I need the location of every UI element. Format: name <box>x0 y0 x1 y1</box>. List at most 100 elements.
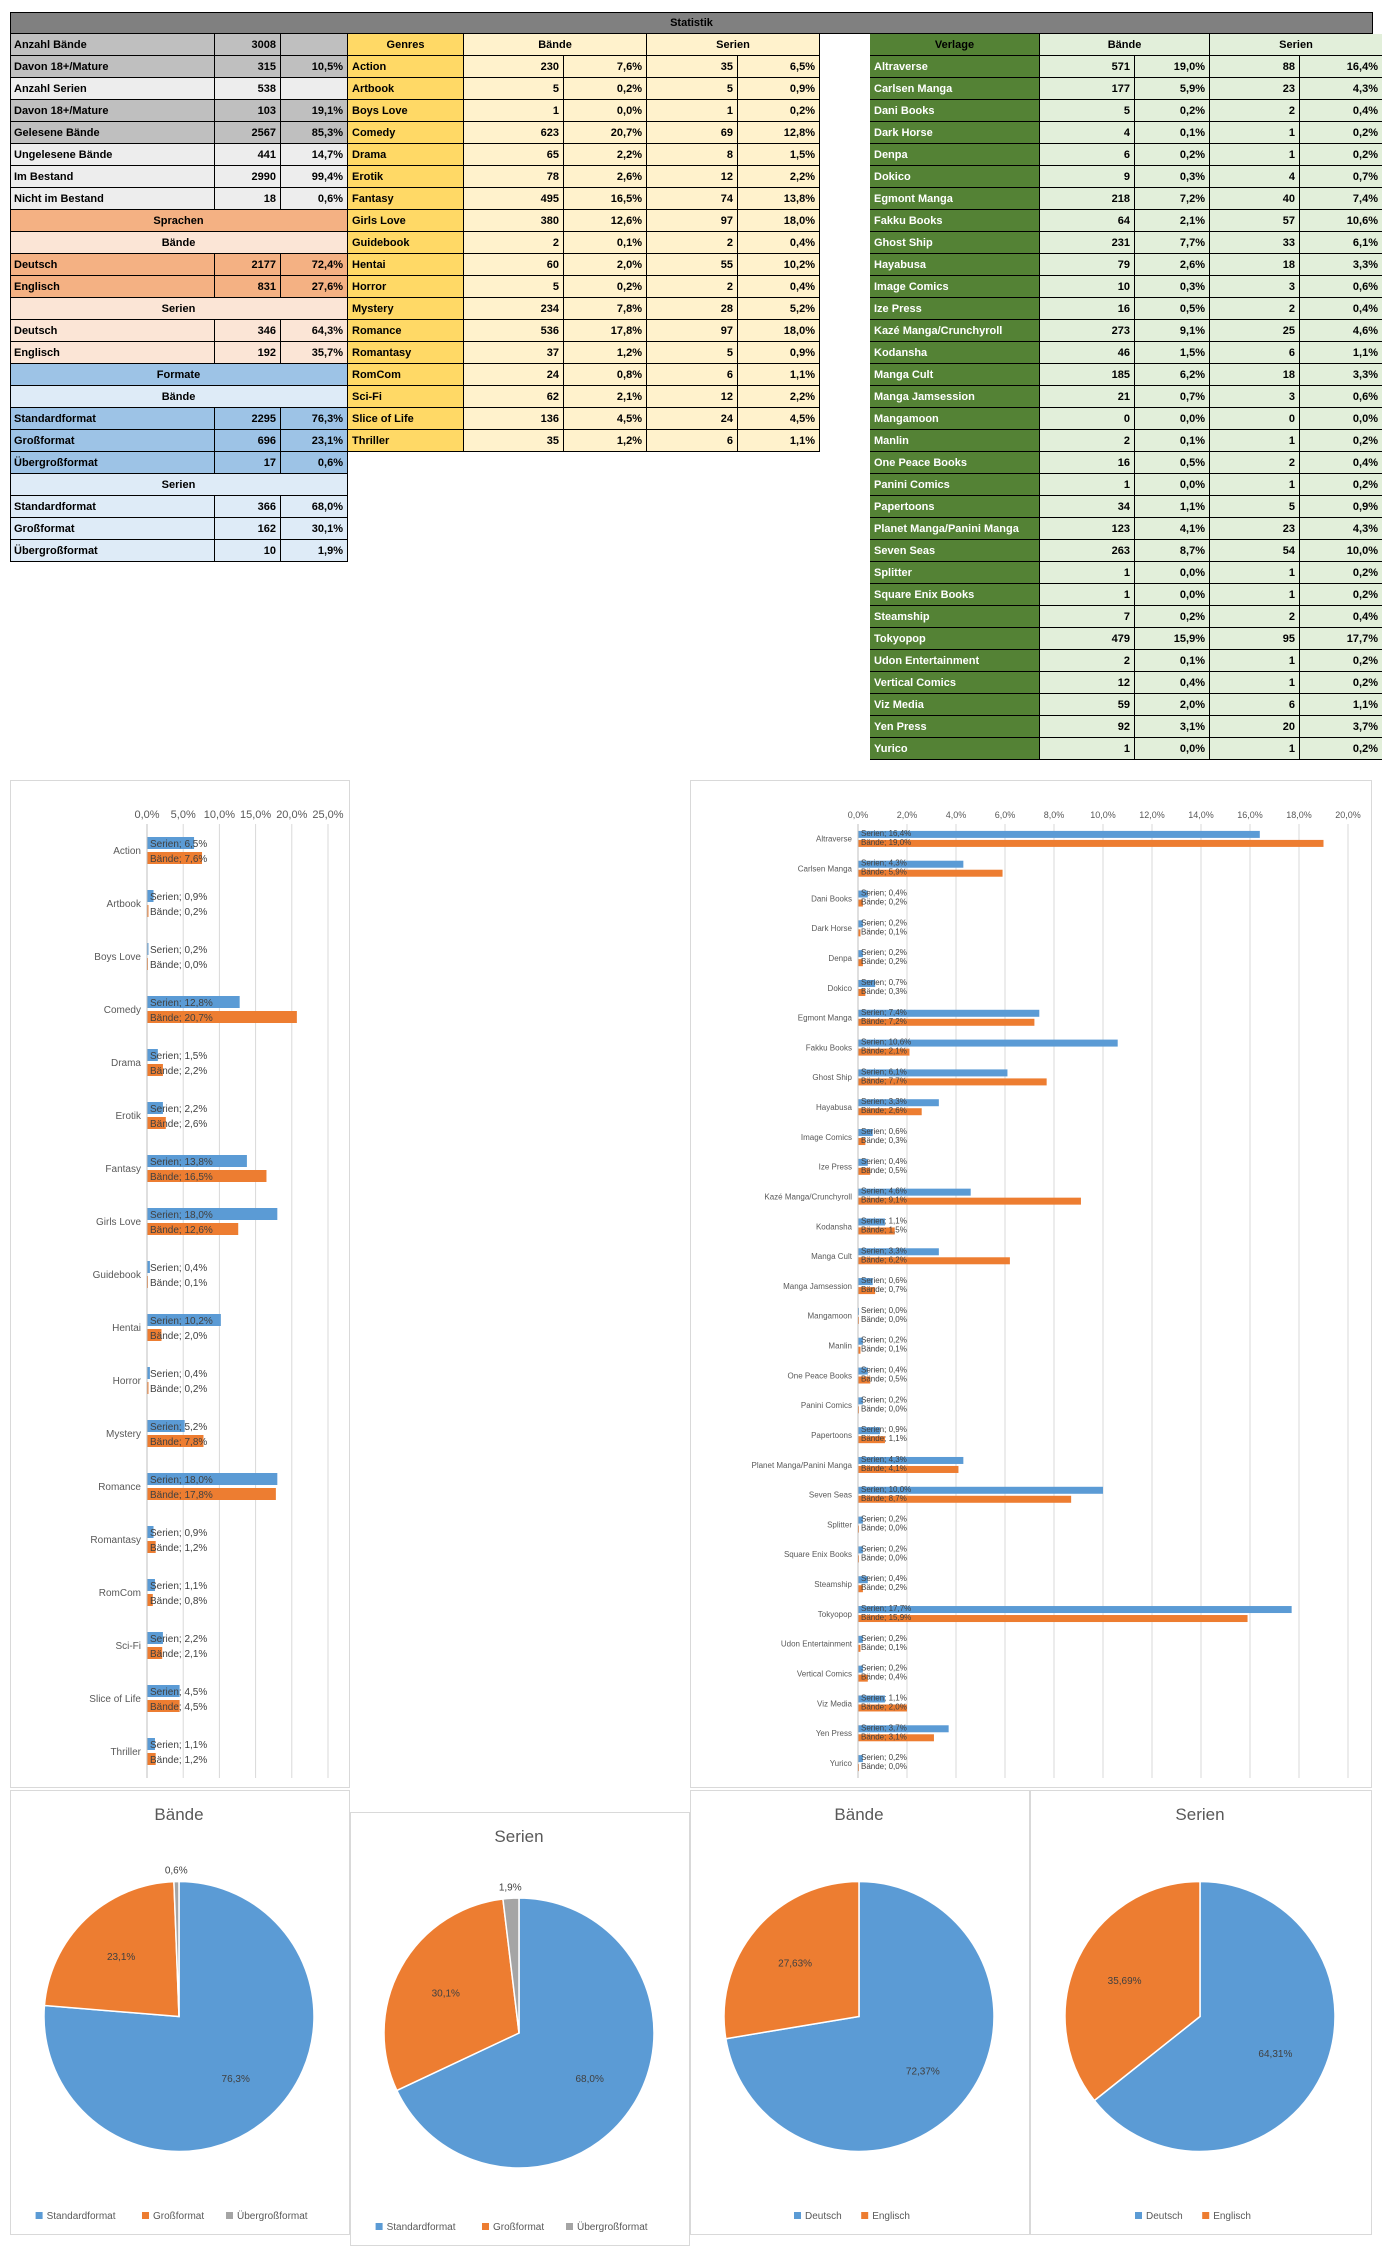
publisher-row-volumes-percent: 7,2% <box>1135 188 1210 210</box>
genre-row-volumes: 380 <box>464 210 564 232</box>
stat-row-value: 2990 <box>215 166 281 188</box>
category-label: Horror <box>113 1376 142 1387</box>
serien-bar <box>858 1129 873 1137</box>
genre-row-series: 2 <box>647 276 738 298</box>
baende-data-label: Bände; 7,8% <box>150 1437 207 1448</box>
pie-data-label: 64,31% <box>1258 2049 1292 2060</box>
genre-row-name: Thriller <box>348 430 464 452</box>
genre-row-volumes-percent: 16,5% <box>564 188 647 210</box>
genre-row-name: Boys Love <box>348 100 464 122</box>
genre-row-volumes: 230 <box>464 56 564 78</box>
publisher-row-series-percent: 1,1% <box>1300 694 1382 716</box>
publisher-row-volumes: 92 <box>1040 716 1135 738</box>
baende-bar <box>858 1197 1081 1205</box>
publisher-row-volumes-percent: 0,2% <box>1135 100 1210 122</box>
publisher-row-volumes-percent: 1,1% <box>1135 496 1210 518</box>
stat-row-percent: 99,4% <box>281 166 348 188</box>
publisher-row-series-percent: 0,4% <box>1300 298 1382 320</box>
serien-data-label: Serien; 4,3% <box>861 1455 907 1464</box>
serien-bar <box>147 1632 163 1644</box>
genre-row-series-percent: 18,0% <box>738 210 820 232</box>
publisher-row-series-percent: 4,6% <box>1300 320 1382 342</box>
serien-data-label: Serien; 3,3% <box>861 1246 907 1255</box>
genre-row-name: RomCom <box>348 364 464 386</box>
publisher-row-name: Seven Seas <box>870 540 1040 562</box>
publisher-row-series-percent: 0,2% <box>1300 144 1382 166</box>
category-label: One Peace Books <box>788 1371 852 1380</box>
publisher-row-volumes: 2 <box>1040 650 1135 672</box>
serien-bar <box>147 1738 155 1750</box>
genre-row-series-percent: 2,2% <box>738 166 820 188</box>
publisher-row-name: Dokico <box>870 166 1040 188</box>
publisher-row-series-percent: 0,4% <box>1300 100 1382 122</box>
language-volumes-row-value: 831 <box>215 276 281 298</box>
publisher-row-volumes: 231 <box>1040 232 1135 254</box>
genre-row-volumes: 5 <box>464 276 564 298</box>
publisher-row-series-percent: 0,2% <box>1300 584 1382 606</box>
publisher-row-series: 25 <box>1210 320 1300 342</box>
genre-row-series-percent: 12,8% <box>738 122 820 144</box>
serien-data-label: Serien; 0,4% <box>861 1157 907 1166</box>
pie-data-label: 35,69% <box>1108 1976 1142 1987</box>
pie-data-label: 30,1% <box>432 1988 460 1999</box>
baende-data-label: Bände; 4,5% <box>150 1702 207 1713</box>
publisher-row-volumes-percent: 8,7% <box>1135 540 1210 562</box>
serien-data-label: Serien; 4,3% <box>861 859 907 868</box>
stat-row-value: 18 <box>215 188 281 210</box>
publisher-row-series-percent: 0,2% <box>1300 122 1382 144</box>
publisher-row-volumes-percent: 4,1% <box>1135 518 1210 540</box>
category-label: Comedy <box>104 1005 141 1016</box>
pie-data-label: 72,37% <box>906 2067 940 2078</box>
formats-series-header: Serien <box>10 474 348 496</box>
baende-data-label: Bände; 0,4% <box>861 1673 907 1682</box>
baende-data-label: Bände; 9,1% <box>861 1196 907 1205</box>
category-label: Artbook <box>107 899 142 910</box>
publisher-row-series: 54 <box>1210 540 1300 562</box>
serien-bar <box>147 1473 278 1485</box>
pie-data-label: 68,0% <box>575 2074 603 2085</box>
publisher-row-series-percent: 0,7% <box>1300 166 1382 188</box>
genre-row-series: 55 <box>647 254 738 276</box>
genre-row-volumes-percent: 0,8% <box>564 364 647 386</box>
stat-row-percent: 10,5% <box>281 56 348 78</box>
serien-bar <box>858 890 868 898</box>
serien-bar <box>147 1526 154 1538</box>
serien-bar <box>858 920 863 928</box>
publisher-row-volumes-percent: 7,7% <box>1135 232 1210 254</box>
category-label: Kodansha <box>816 1222 853 1231</box>
baende-data-label: Bände; 1,5% <box>861 1225 907 1234</box>
genre-series-header: Serien <box>647 34 820 56</box>
baende-data-label: Bände; 7,7% <box>861 1076 907 1085</box>
stat-row-label: Anzahl Serien <box>10 78 215 100</box>
publisher-row-name: Hayabusa <box>870 254 1040 276</box>
stat-row-value: 315 <box>215 56 281 78</box>
genre-row-volumes: 24 <box>464 364 564 386</box>
pie-slice <box>43 1880 180 2018</box>
stat-row-percent: 85,3% <box>281 122 348 144</box>
category-label: Manga Jamsession <box>783 1282 852 1291</box>
language-volumes-row-label: Deutsch <box>10 254 215 276</box>
serien-bar <box>858 1039 1118 1047</box>
publisher-row-series: 3 <box>1210 386 1300 408</box>
genre-row-volumes-percent: 17,8% <box>564 320 647 342</box>
language-volumes-row-percent: 72,4% <box>281 254 348 276</box>
publisher-row-volumes: 479 <box>1040 628 1135 650</box>
publisher-row-name: Mangamoon <box>870 408 1040 430</box>
legend-label: Englisch <box>1213 2211 1251 2222</box>
stat-row-percent: 0,6% <box>281 188 348 210</box>
publisher-row-volumes: 9 <box>1040 166 1135 188</box>
language-series-row-value: 192 <box>215 342 281 364</box>
stat-row-label: Im Bestand <box>10 166 215 188</box>
pie-title: Serien <box>494 1827 543 1846</box>
format-volumes-row-value: 696 <box>215 430 281 452</box>
publisher-row-volumes: 1 <box>1040 584 1135 606</box>
category-label: Hayabusa <box>816 1103 853 1112</box>
serien-bar <box>858 1576 868 1584</box>
baende-data-label: Bände; 2,6% <box>861 1106 907 1115</box>
format-volumes-row-label: Übergroßformat <box>10 452 215 474</box>
publisher-row-name: Egmont Manga <box>870 188 1040 210</box>
publisher-row-name: Yen Press <box>870 716 1040 738</box>
category-label: Square Enix Books <box>784 1550 852 1559</box>
category-label: Steamship <box>814 1580 852 1589</box>
serien-bar <box>858 1397 863 1405</box>
